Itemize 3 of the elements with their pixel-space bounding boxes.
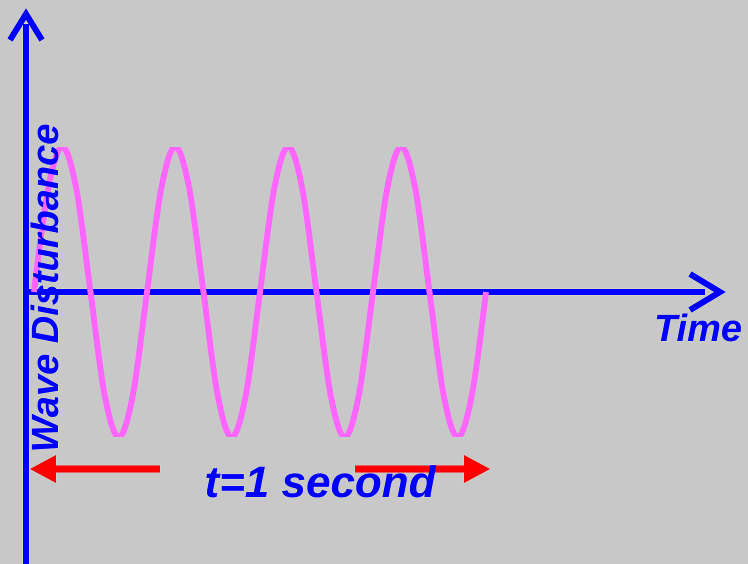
text: t=1 second [204,458,437,507]
y-axis-title: Wave Disturbance [25,124,67,452]
x-axis-title: Time [654,308,742,350]
